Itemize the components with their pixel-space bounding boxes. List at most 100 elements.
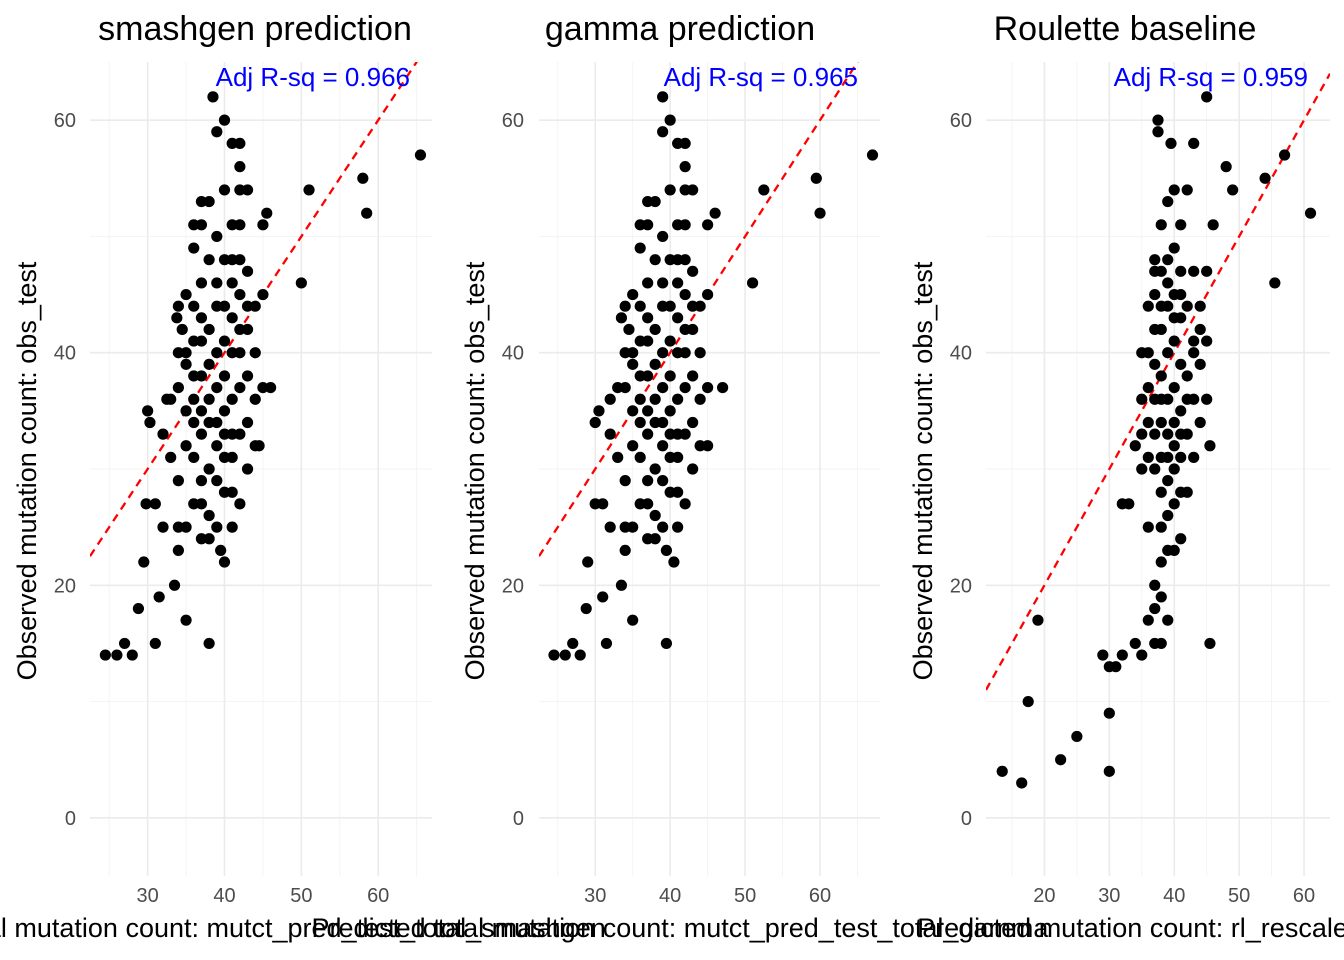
y-tick-label: 20 <box>950 575 972 597</box>
data-point <box>203 254 215 266</box>
data-point <box>241 300 254 312</box>
data-point <box>211 440 223 452</box>
data-point <box>664 184 676 196</box>
data-point <box>1175 428 1187 440</box>
data-point <box>597 498 609 510</box>
data-point <box>1181 393 1193 405</box>
x-tick-label: 30 <box>137 885 159 907</box>
data-point <box>257 219 269 231</box>
data-point <box>303 184 315 196</box>
data-point <box>203 416 215 429</box>
data-point <box>1162 195 1174 208</box>
data-point <box>1194 358 1206 370</box>
data-point <box>679 498 691 510</box>
r-squared-label: Adj R-sq = 0.965 <box>664 62 858 92</box>
data-point <box>574 649 586 661</box>
data-point <box>195 312 208 324</box>
data-point <box>234 184 246 196</box>
data-point <box>657 416 669 429</box>
data-point <box>627 288 639 301</box>
data-point <box>672 521 684 533</box>
data-point <box>1103 765 1115 777</box>
data-point <box>649 358 661 370</box>
data-point <box>1204 440 1216 452</box>
data-point <box>1175 265 1187 277</box>
data-point <box>1188 451 1200 463</box>
data-point <box>1116 649 1128 661</box>
data-point <box>265 382 277 394</box>
data-point <box>1165 137 1177 149</box>
data-point <box>1168 440 1180 452</box>
data-point <box>226 347 238 359</box>
data-point <box>188 370 200 382</box>
data-point <box>1162 254 1174 266</box>
data-point <box>1155 416 1167 429</box>
data-point <box>597 591 609 603</box>
data-point <box>234 288 246 301</box>
data-point <box>1175 219 1187 231</box>
x-tick-label: 20 <box>1033 885 1055 907</box>
grid <box>90 62 432 876</box>
data-point <box>203 509 215 522</box>
data-point <box>619 544 631 557</box>
data-point <box>1149 288 1161 301</box>
data-point <box>218 405 231 417</box>
data-point <box>664 405 676 417</box>
data-point <box>195 277 208 289</box>
data-point <box>1194 323 1206 336</box>
data-point <box>226 451 238 463</box>
data-point <box>679 254 691 266</box>
data-point <box>1149 579 1161 591</box>
data-point <box>1188 335 1200 347</box>
data-point <box>1168 242 1180 254</box>
data-point <box>234 161 246 173</box>
data-point <box>642 428 654 440</box>
data-point <box>679 323 691 336</box>
data-point <box>361 207 373 219</box>
data-point <box>1149 265 1161 277</box>
data-point <box>211 475 223 487</box>
data-point <box>1155 370 1167 382</box>
data-point <box>241 323 254 336</box>
data-point <box>153 591 165 603</box>
data-point <box>180 288 192 301</box>
data-point <box>649 509 661 522</box>
data-point <box>642 277 654 289</box>
data-point <box>694 300 706 312</box>
data-point <box>195 475 208 487</box>
data-point <box>1168 335 1180 347</box>
data-point <box>660 544 673 557</box>
data-point <box>687 265 699 277</box>
data-point <box>203 323 215 336</box>
data-point <box>1168 498 1180 510</box>
data-point <box>218 184 231 196</box>
data-point <box>1194 416 1206 429</box>
data-point <box>218 486 231 498</box>
data-point <box>1022 695 1034 708</box>
data-point <box>203 393 215 405</box>
data-point <box>172 382 184 394</box>
data-point <box>1142 300 1154 312</box>
data-point <box>642 475 654 487</box>
data-point <box>1162 614 1174 626</box>
data-point <box>1175 358 1187 370</box>
data-point <box>664 300 676 312</box>
data-point <box>657 382 669 394</box>
y-tick-label: 60 <box>502 110 524 132</box>
data-point <box>1168 312 1180 324</box>
data-point <box>1175 533 1187 545</box>
data-point <box>582 556 594 568</box>
data-point <box>1175 405 1187 417</box>
data-point <box>702 382 714 394</box>
data-point <box>664 335 676 347</box>
data-point <box>702 288 714 301</box>
data-point <box>664 370 676 382</box>
data-point <box>188 300 200 312</box>
data-point <box>165 393 177 405</box>
data-point <box>702 440 714 452</box>
data-point <box>218 300 231 312</box>
data-point <box>195 370 208 382</box>
data-point <box>165 451 177 463</box>
data-point <box>672 428 684 440</box>
